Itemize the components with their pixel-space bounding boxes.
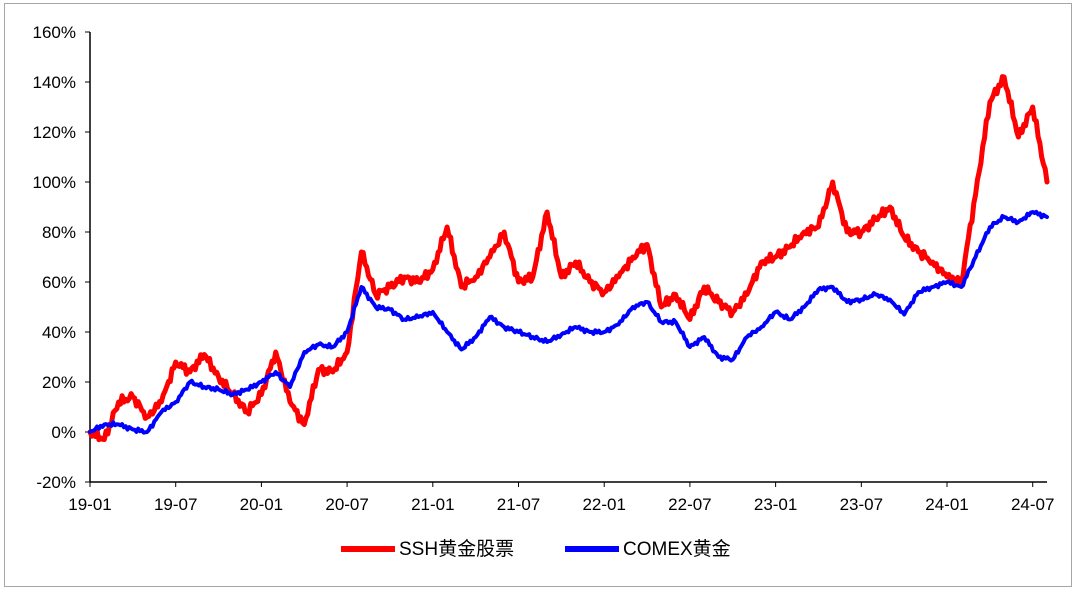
y-tick-label: -20% — [36, 473, 76, 492]
axes: 160% 140% 120% 100% 80% 60% 40% 20% 0% -20% 19-01 1… — [33, 23, 1055, 514]
y-tick-label: 120% — [33, 123, 76, 142]
y-tick-label: 60% — [42, 273, 76, 292]
x-tick-label: 22-01 — [582, 495, 625, 514]
x-tick-label: 23-07 — [840, 495, 883, 514]
x-tick-label: 21-07 — [497, 495, 540, 514]
legend: SSH黄金股票 COMEX黄金 — [341, 538, 731, 560]
series-line-comex-gold — [88, 209, 1049, 435]
x-tick-label: 23-01 — [754, 495, 797, 514]
y-tick-label: 100% — [33, 173, 76, 192]
chart-frame: 160% 140% 120% 100% 80% 60% 40% 20% 0% -20% 19-01 1… — [4, 3, 1072, 587]
x-tick-label: 24-07 — [1011, 495, 1054, 514]
y-tick-label: 0% — [51, 423, 76, 442]
x-tick-label: 19-01 — [68, 495, 111, 514]
legend-label: SSH黄金股票 — [399, 538, 514, 560]
y-tick-label: 140% — [33, 73, 76, 92]
chart-canvas: 160% 140% 120% 100% 80% 60% 40% 20% 0% -20% 19-01 1… — [33, 23, 1055, 560]
x-tick-label: 22-07 — [668, 495, 711, 514]
x-tick-label: 19-07 — [154, 495, 197, 514]
x-tick-label: 21-01 — [411, 495, 454, 514]
y-tick-label: 80% — [42, 223, 76, 242]
y-tick-label: 160% — [33, 23, 76, 42]
x-tick-label: 24-01 — [925, 495, 968, 514]
series-lines — [87, 74, 1050, 443]
series-line-ssh-gold-stocks — [87, 74, 1050, 443]
y-tick-label: 20% — [42, 373, 76, 392]
legend-label: COMEX黄金 — [623, 538, 731, 560]
x-tick-label: 20-07 — [325, 495, 368, 514]
y-tick-label: 40% — [42, 323, 76, 342]
x-tick-label: 20-01 — [240, 495, 283, 514]
